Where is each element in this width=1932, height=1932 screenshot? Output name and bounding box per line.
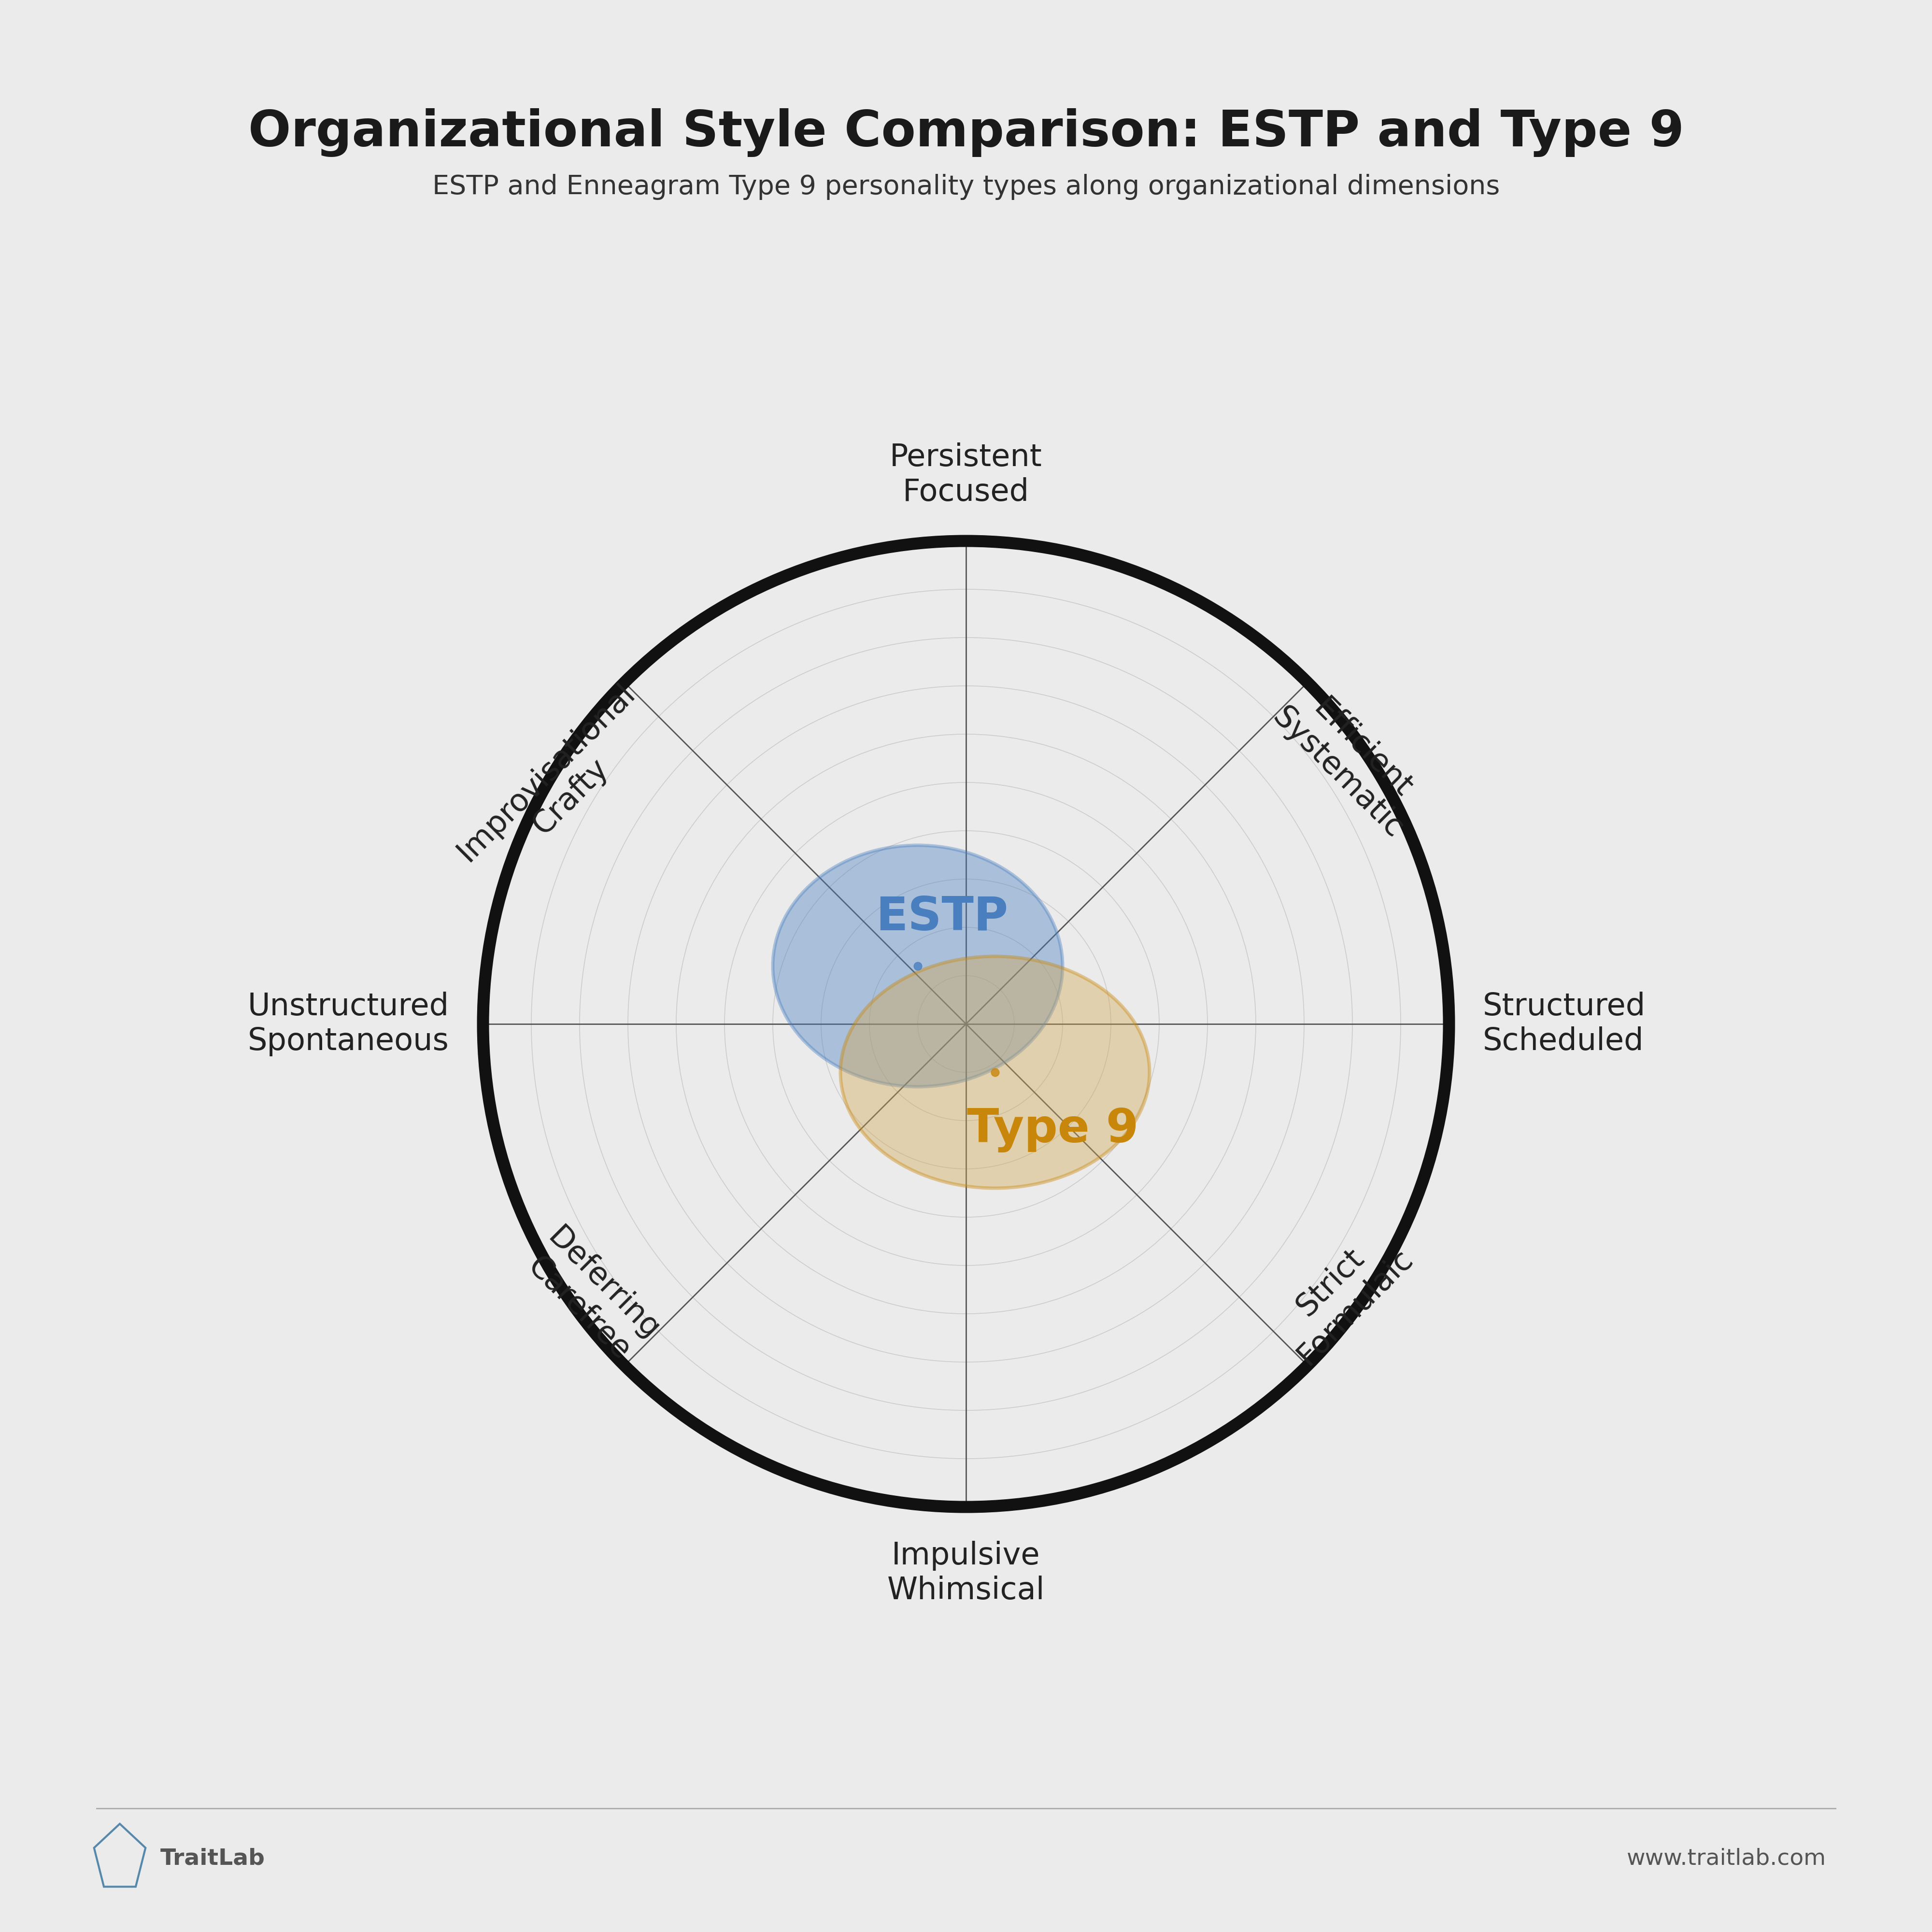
Text: Persistent
Focused: Persistent Focused bbox=[891, 442, 1041, 506]
Text: Improvisational
Crafty: Improvisational Crafty bbox=[452, 678, 665, 891]
Text: ESTP and Enneagram Type 9 personality types along organizational dimensions: ESTP and Enneagram Type 9 personality ty… bbox=[433, 174, 1499, 201]
Text: Type 9: Type 9 bbox=[968, 1107, 1138, 1153]
Text: www.traitlab.com: www.traitlab.com bbox=[1627, 1847, 1826, 1870]
Text: Organizational Style Comparison: ESTP and Type 9: Organizational Style Comparison: ESTP an… bbox=[247, 108, 1685, 156]
Text: Efficient
Systematic: Efficient Systematic bbox=[1267, 678, 1434, 844]
Text: Impulsive
Whimsical: Impulsive Whimsical bbox=[887, 1542, 1045, 1605]
Ellipse shape bbox=[840, 956, 1150, 1188]
Text: Strict
Formulaic: Strict Formulaic bbox=[1267, 1219, 1418, 1370]
Ellipse shape bbox=[773, 844, 1063, 1086]
Text: Structured
Scheduled: Structured Scheduled bbox=[1484, 991, 1646, 1057]
Text: ESTP: ESTP bbox=[875, 895, 1009, 941]
Text: Unstructured
Spontaneous: Unstructured Spontaneous bbox=[247, 991, 448, 1057]
Text: Deferring
Carefree: Deferring Carefree bbox=[518, 1223, 665, 1370]
Text: TraitLab: TraitLab bbox=[160, 1847, 265, 1870]
